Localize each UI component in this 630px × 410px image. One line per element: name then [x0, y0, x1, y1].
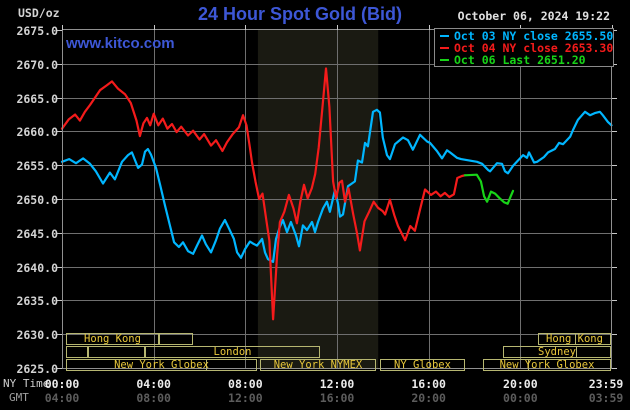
session-box-london: London [145, 346, 320, 358]
y-tick-label: 2630.0 [16, 328, 58, 343]
x-axis-gmt-label: GMT [9, 391, 29, 404]
y-tick-label: 2655.0 [16, 159, 58, 174]
session-box-sydney: Sydney [503, 346, 611, 358]
session-box-new-york-globex: New York Globex [483, 359, 611, 371]
session-label: Hong Kong [84, 333, 141, 345]
x-tick-label-ny: 20:00 [503, 377, 538, 391]
x-tick-label-ny: 04:00 [136, 377, 171, 391]
legend-row-oct03: Oct 03 NY close 2655.50 [440, 29, 614, 43]
x-tick-label-gmt: 12:00 [228, 391, 263, 405]
y-tick-label: 2670.0 [16, 57, 58, 72]
session-label: Hong Kong [546, 333, 603, 345]
x-tick-label-ny: 12:00 [319, 377, 355, 391]
kitco-watermark-link[interactable]: www.kitco.com [66, 35, 175, 52]
legend-label: Oct 06 Last 2651.20 [454, 53, 586, 67]
session-divider [528, 360, 529, 370]
session-label: New York Globex [114, 359, 209, 371]
y-tick-label: 2665.0 [16, 91, 58, 106]
session-divider [575, 334, 576, 344]
chart-datetime: October 06, 2024 19:22 [457, 9, 610, 23]
y-tick-label: 2660.0 [16, 125, 58, 140]
session-divider [206, 360, 207, 370]
session-box-new-york-nymex: New York NYMEX [260, 359, 376, 371]
y-axis-units: USD/oz [18, 6, 60, 20]
session-box [88, 346, 145, 358]
y-tick-label: 2635.0 [16, 294, 58, 309]
y-tick-label: 2640.0 [16, 260, 58, 275]
x-tick-label-gmt: 00:00 [503, 391, 538, 405]
legend-dash-icon [440, 59, 449, 61]
oct04-line [60, 67, 466, 321]
x-tick-label-gmt: 08:00 [136, 391, 171, 405]
legend-dash-icon [440, 47, 449, 49]
legend-dash-icon [440, 35, 449, 37]
session-divider [576, 347, 577, 357]
legend-row-oct06: Oct 06 Last 2651.20 [440, 53, 613, 67]
y-tick-label: 2625.0 [16, 362, 58, 376]
x-tick-label-ny: 08:00 [228, 377, 263, 391]
session-box-ny-globex: NY Globex [380, 359, 465, 371]
session-label: London [213, 346, 252, 358]
x-tick-label-ny: 16:00 [411, 377, 446, 391]
x-tick-label-ny: 00:00 [44, 377, 80, 391]
session-label: New York NYMEX [273, 359, 363, 371]
legend-label: Oct 04 NY close 2653.30 [454, 41, 614, 55]
y-tick-label: 2675.0 [16, 24, 58, 38]
session-box-new-york-globex: New York Globex [66, 359, 257, 371]
x-tick-label-ny: 23:59 [588, 377, 624, 391]
session-label: New York Globex [499, 359, 595, 371]
legend-row-oct04: Oct 04 NY close 2653.30 [440, 41, 614, 55]
oct06-line [463, 173, 515, 205]
y-tick-label: 2645.0 [16, 226, 58, 241]
session-label: NY Globex [394, 359, 451, 371]
y-tick-label: 2650.0 [16, 193, 58, 207]
session-box [66, 346, 88, 358]
legend-label: Oct 03 NY close 2655.50 [454, 29, 614, 43]
x-tick-label-gmt: 04:00 [44, 391, 80, 405]
session-label: Sydney [538, 346, 576, 358]
session-box [159, 333, 193, 345]
x-tick-label-gmt: 20:00 [411, 391, 446, 405]
x-tick-label-gmt: 03:59 [588, 391, 624, 405]
session-box-hong-kong: Hong Kong [66, 333, 159, 345]
x-axis-ny-label: NY Time [3, 377, 50, 390]
legend: Oct 03 NY close 2655.50 Oct 04 NY close 2… [434, 28, 614, 67]
session-box-hong-kong: Hong Kong [538, 333, 611, 345]
x-tick-label-gmt: 16:00 [319, 391, 355, 405]
chart-title: 24 Hour Spot Gold (Bid) [198, 4, 402, 24]
